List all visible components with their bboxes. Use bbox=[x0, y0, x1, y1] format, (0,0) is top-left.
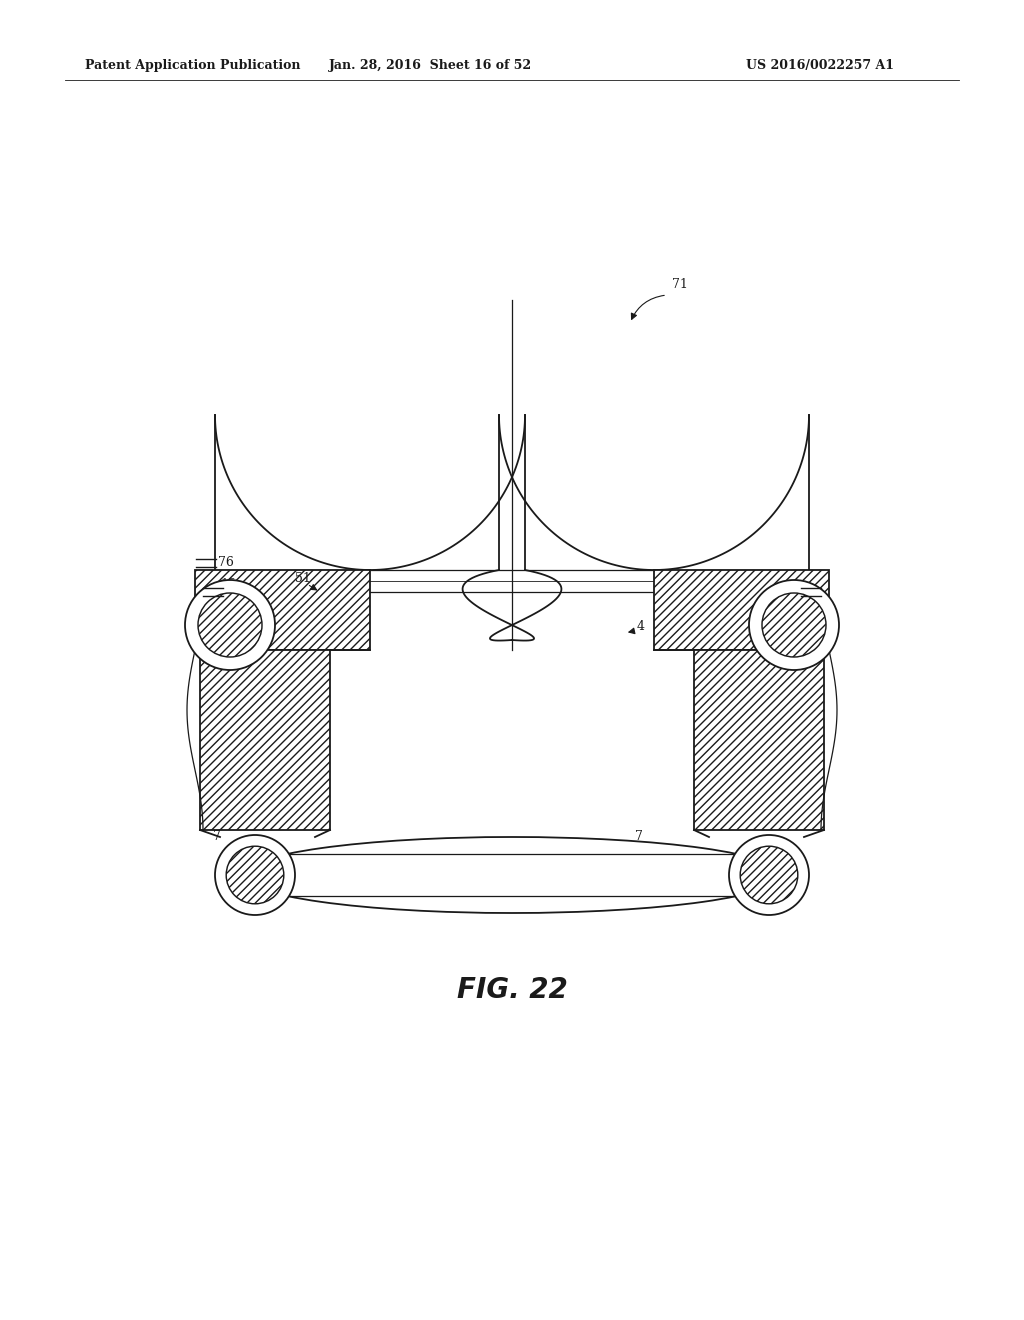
Circle shape bbox=[215, 836, 295, 915]
Circle shape bbox=[740, 846, 798, 904]
Text: US 2016/0022257 A1: US 2016/0022257 A1 bbox=[746, 58, 894, 71]
Text: FIG. 22: FIG. 22 bbox=[457, 975, 567, 1005]
Circle shape bbox=[749, 579, 839, 671]
Text: 71: 71 bbox=[672, 279, 688, 292]
Text: Patent Application Publication: Patent Application Publication bbox=[85, 58, 300, 71]
Text: 7: 7 bbox=[635, 829, 643, 842]
Circle shape bbox=[729, 836, 809, 915]
Bar bbox=[654, 570, 829, 649]
Circle shape bbox=[185, 579, 275, 671]
Text: 51: 51 bbox=[295, 572, 311, 585]
Text: 76: 76 bbox=[218, 557, 233, 569]
Circle shape bbox=[198, 593, 262, 657]
Bar bbox=[200, 649, 330, 830]
Bar bbox=[200, 649, 330, 830]
Bar bbox=[195, 570, 370, 649]
Bar bbox=[694, 649, 824, 830]
Bar bbox=[195, 570, 370, 649]
Text: 3: 3 bbox=[690, 858, 698, 870]
Ellipse shape bbox=[242, 837, 782, 913]
Circle shape bbox=[762, 593, 826, 657]
Text: 15: 15 bbox=[220, 578, 236, 591]
Bar bbox=[694, 649, 824, 830]
Text: 7: 7 bbox=[213, 829, 221, 842]
Bar bbox=[654, 570, 829, 649]
Circle shape bbox=[226, 846, 284, 904]
Text: 4: 4 bbox=[637, 620, 645, 634]
Text: Jan. 28, 2016  Sheet 16 of 52: Jan. 28, 2016 Sheet 16 of 52 bbox=[329, 58, 531, 71]
